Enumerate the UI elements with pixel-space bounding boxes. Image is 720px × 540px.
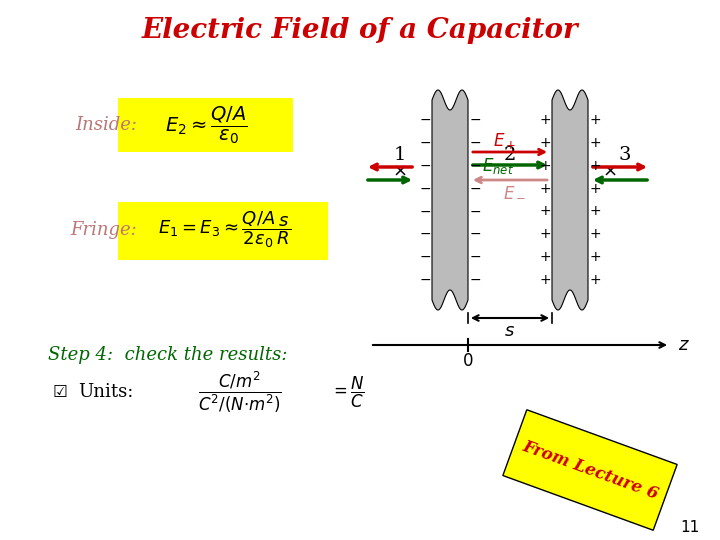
FancyBboxPatch shape [118, 202, 328, 260]
Text: −: − [469, 159, 481, 173]
Text: $E_2 \approx \dfrac{Q/A}{\varepsilon_0}$: $E_2 \approx \dfrac{Q/A}{\varepsilon_0}$ [165, 104, 248, 146]
Text: +: + [589, 227, 600, 241]
Text: $z$: $z$ [678, 336, 690, 354]
Text: +: + [539, 205, 551, 218]
FancyBboxPatch shape [503, 410, 677, 530]
Text: +: + [589, 113, 600, 127]
Text: −: − [419, 136, 431, 150]
Text: +: + [539, 227, 551, 241]
Text: +: + [589, 159, 600, 173]
Text: Units:: Units: [78, 383, 133, 401]
Text: $E_{net}$: $E_{net}$ [482, 156, 514, 176]
Text: Step 4:  check the results:: Step 4: check the results: [48, 346, 287, 364]
Text: ×: × [392, 163, 408, 181]
Text: Electric Field of a Capacitor: Electric Field of a Capacitor [142, 17, 578, 44]
Text: −: − [419, 181, 431, 195]
Text: $E_1 = E_3 \approx \dfrac{Q/A}{2\varepsilon_0} \dfrac{s}{R}$: $E_1 = E_3 \approx \dfrac{Q/A}{2\varepsi… [158, 210, 292, 251]
Text: +: + [539, 136, 551, 150]
Text: +: + [589, 136, 600, 150]
Text: −: − [419, 113, 431, 127]
Text: Fringe:: Fringe: [70, 221, 137, 239]
Text: ☑: ☑ [53, 383, 68, 401]
Text: +: + [589, 273, 600, 287]
Text: +: + [589, 205, 600, 218]
Text: 3: 3 [618, 146, 631, 164]
Text: ×: × [603, 163, 618, 181]
Text: −: − [419, 227, 431, 241]
Text: 11: 11 [680, 521, 700, 536]
Text: +: + [539, 250, 551, 264]
Text: −: − [469, 273, 481, 287]
Text: $s$: $s$ [505, 322, 516, 340]
Text: −: − [419, 273, 431, 287]
Text: +: + [539, 181, 551, 195]
Text: 0: 0 [463, 352, 473, 370]
Polygon shape [552, 90, 588, 310]
Text: $= \dfrac{N}{C}$: $= \dfrac{N}{C}$ [330, 374, 365, 410]
Text: −: − [469, 205, 481, 218]
Text: −: − [469, 136, 481, 150]
Text: −: − [469, 113, 481, 127]
Polygon shape [432, 90, 468, 310]
Text: +: + [539, 113, 551, 127]
Text: $E_-$: $E_-$ [503, 183, 526, 199]
Text: +: + [539, 273, 551, 287]
Text: +: + [589, 181, 600, 195]
Text: $E_+$: $E_+$ [493, 131, 517, 151]
Text: 2: 2 [504, 146, 516, 164]
Text: $\dfrac{C/m^2}{C^2/(N{\cdot}m^2)}$: $\dfrac{C/m^2}{C^2/(N{\cdot}m^2)}$ [198, 369, 282, 415]
Text: −: − [469, 181, 481, 195]
Text: From Lecture 6: From Lecture 6 [520, 437, 660, 503]
Text: −: − [419, 250, 431, 264]
Text: −: − [469, 227, 481, 241]
Text: +: + [589, 250, 600, 264]
Text: −: − [469, 250, 481, 264]
Text: −: − [419, 205, 431, 218]
Text: −: − [419, 159, 431, 173]
Text: 1: 1 [394, 146, 406, 164]
Text: +: + [539, 159, 551, 173]
Text: Inside:: Inside: [75, 116, 137, 134]
FancyBboxPatch shape [118, 98, 293, 152]
